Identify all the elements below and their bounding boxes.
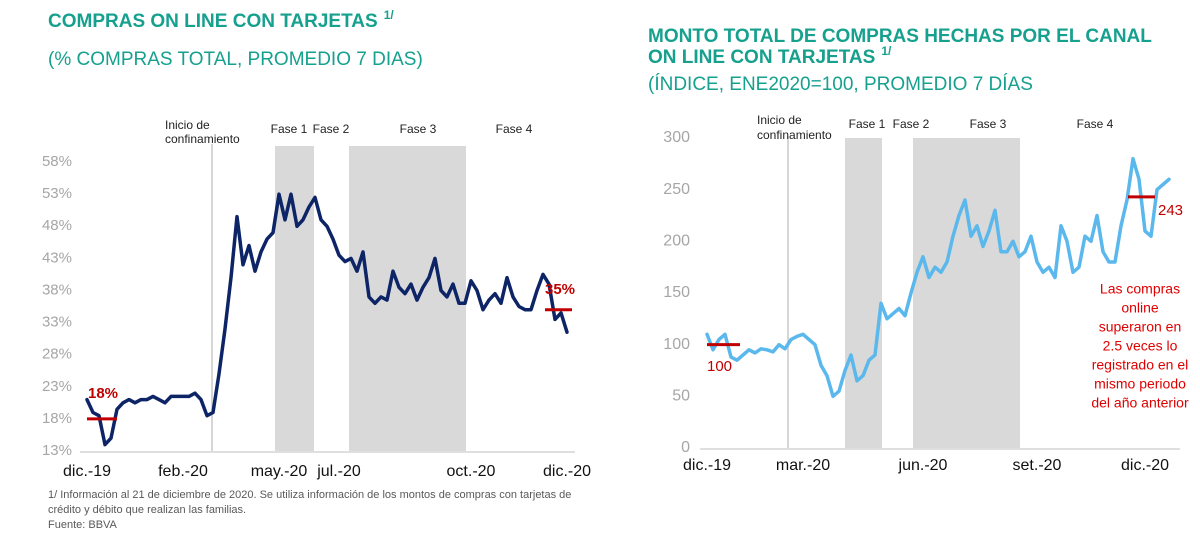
y-tick-label: 0 [681, 439, 690, 456]
y-tick-label: 13% [42, 442, 72, 459]
y-tick-label: 50 [672, 388, 690, 405]
title-note: 1/ [881, 44, 892, 58]
y-tick-label: 33% [42, 314, 72, 331]
phase-label: Fase 3 [400, 122, 437, 136]
reference-label: 35% [545, 281, 575, 298]
y-tick-label: 53% [42, 185, 72, 202]
phase-shade [913, 138, 1020, 448]
x-tick-label: dic.-20 [1121, 457, 1169, 474]
y-tick-label: 18% [42, 410, 72, 427]
phase-label: Fase 4 [496, 122, 533, 136]
phase-shade [349, 146, 466, 451]
y-tick-label: 300 [663, 129, 690, 146]
chart-subtitle: (ÍNDICE, ENE2020=100, PROMEDIO 7 DÍAS [648, 74, 1033, 95]
footnote: crédito y débito que realizan las famili… [48, 504, 246, 516]
chart-title: MONTO TOTAL DE COMPRAS HECHAS POR EL CAN… [648, 26, 1152, 47]
phase-label: Fase 2 [313, 122, 350, 136]
annotation: Las compras [1100, 281, 1180, 297]
phase-shade [845, 138, 882, 448]
x-tick-label: may.-20 [251, 463, 308, 480]
reference-label: 18% [88, 385, 118, 402]
y-tick-label: 250 [663, 181, 690, 198]
x-tick-label: jul.-20 [316, 463, 361, 480]
confinement-label: confinamiento [757, 128, 832, 142]
annotation: superaron en [1099, 319, 1182, 335]
annotation: mismo periodo [1094, 376, 1186, 392]
y-tick-label: 150 [663, 284, 690, 301]
phase-label: Fase 3 [970, 117, 1007, 131]
confinement-label: Inicio de [757, 113, 802, 127]
source: Fuente: BBVA [48, 519, 118, 531]
y-tick-label: 200 [663, 233, 690, 250]
y-tick-label: 43% [42, 249, 72, 266]
chart-subtitle: (% COMPRAS TOTAL, PROMEDIO 7 DIAS) [48, 49, 423, 70]
y-tick-label: 28% [42, 346, 72, 363]
annotation: del año anterior [1091, 395, 1189, 411]
x-tick-label: jun.-20 [898, 457, 948, 474]
annotation: online [1121, 300, 1159, 316]
data-line [85, 192, 569, 447]
x-tick-label: dic.-20 [543, 463, 591, 480]
confinement-label: confinamiento [165, 132, 240, 146]
chart-title: ON LINE CON TARJETAS [648, 47, 875, 68]
phase-label: Fase 1 [849, 117, 886, 131]
annotation: registrado en el [1092, 357, 1189, 373]
reference-label: 243 [1158, 202, 1183, 219]
phase-label: Fase 1 [271, 122, 308, 136]
x-tick-label: mar.-20 [776, 457, 830, 474]
data-line [705, 156, 1171, 399]
chart-title: COMPRAS ON LINE CON TARJETAS [48, 11, 378, 32]
footnote: 1/ Información al 21 de diciembre de 202… [48, 489, 571, 501]
phase-shade [275, 146, 314, 451]
x-tick-label: dic.-19 [683, 457, 731, 474]
y-tick-label: 23% [42, 378, 72, 395]
y-tick-label: 48% [42, 217, 72, 234]
x-tick-label: set.-20 [1013, 457, 1062, 474]
y-tick-label: 38% [42, 281, 72, 298]
confinement-label: Inicio de [165, 118, 210, 132]
annotation: 2.5 veces lo [1103, 338, 1178, 354]
y-tick-label: 100 [663, 336, 690, 353]
x-tick-label: oct.-20 [447, 463, 496, 480]
x-tick-label: dic.-19 [63, 463, 111, 480]
x-tick-label: feb.-20 [158, 463, 208, 480]
reference-label: 100 [707, 358, 732, 375]
title-note: 1/ [384, 8, 395, 22]
y-tick-label: 58% [42, 153, 72, 170]
phase-label: Fase 2 [893, 117, 930, 131]
phase-label: Fase 4 [1077, 117, 1114, 131]
